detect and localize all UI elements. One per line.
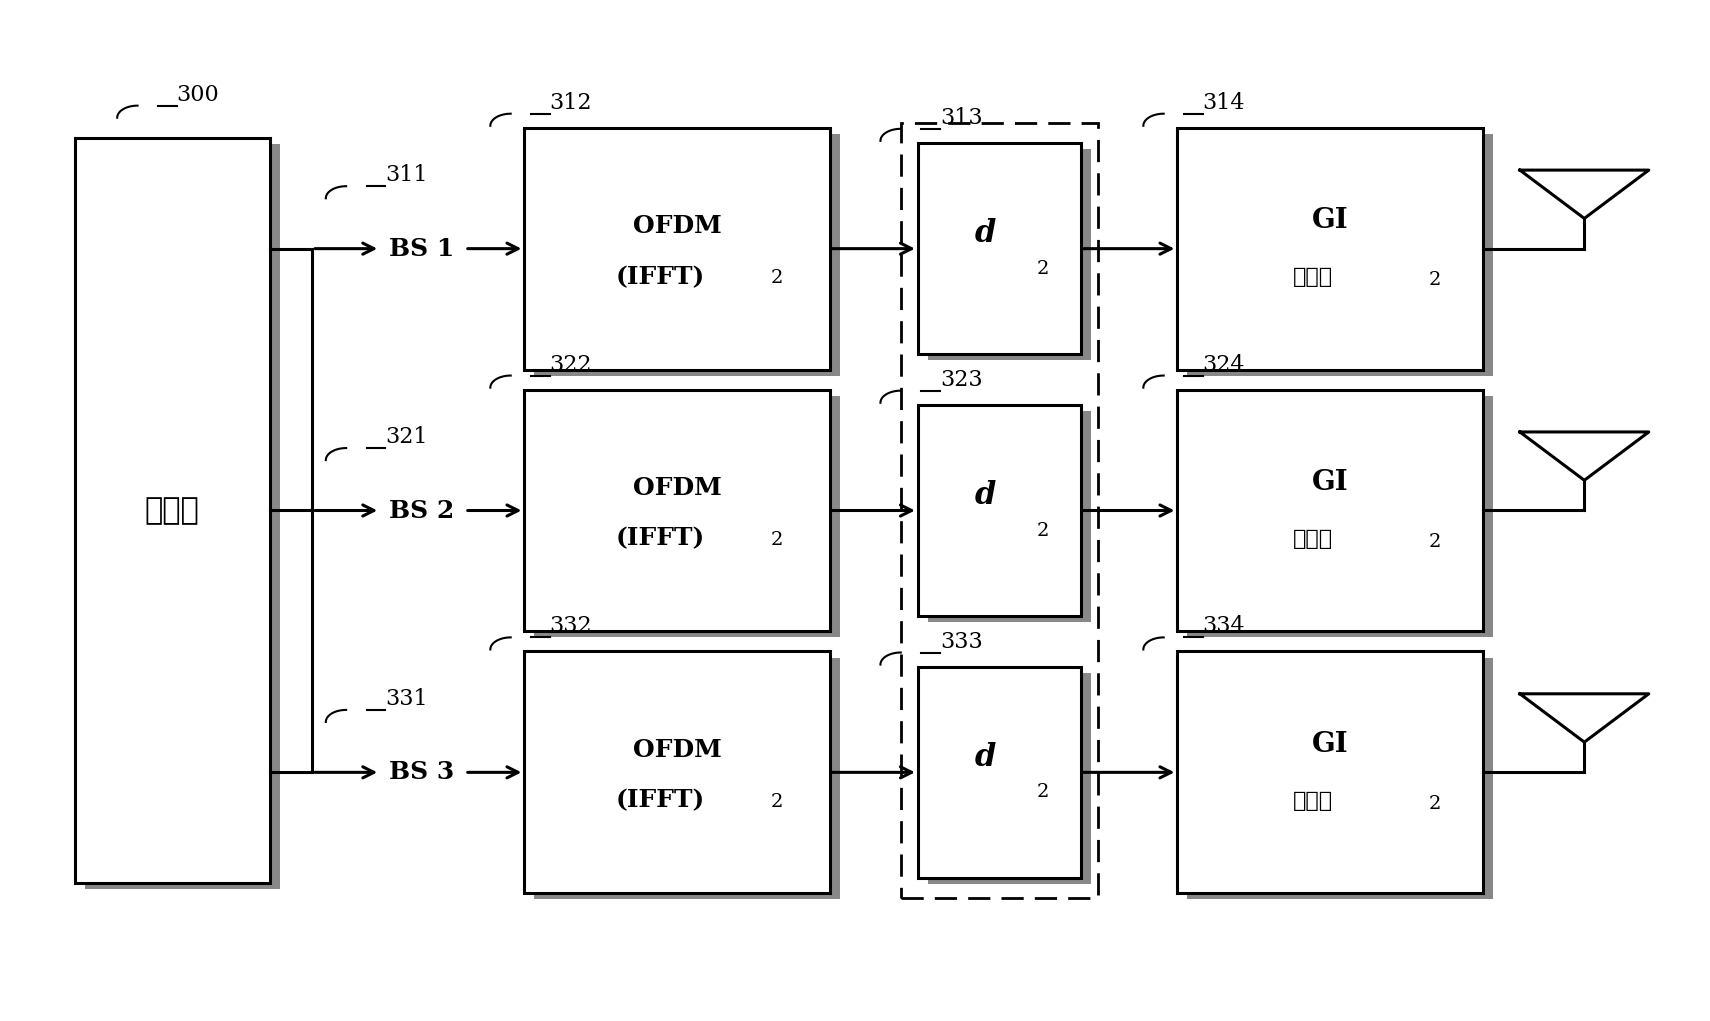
Bar <box>929 149 1091 360</box>
Bar <box>918 667 1081 878</box>
Bar <box>525 390 829 631</box>
Bar <box>1176 390 1483 631</box>
Text: 334: 334 <box>1202 616 1245 637</box>
Bar <box>75 138 270 883</box>
Text: 331: 331 <box>385 688 428 710</box>
Bar <box>86 144 280 889</box>
Bar <box>535 658 840 900</box>
Bar <box>1187 396 1493 637</box>
Text: 323: 323 <box>941 369 983 391</box>
Text: GI: GI <box>1312 731 1347 758</box>
Bar <box>1187 658 1493 900</box>
Text: d: d <box>975 218 997 249</box>
Bar <box>1176 651 1483 893</box>
Bar <box>929 410 1091 622</box>
Text: 333: 333 <box>941 631 983 652</box>
Bar <box>525 651 829 893</box>
Text: 2: 2 <box>770 531 783 548</box>
Text: OFDM: OFDM <box>633 738 722 763</box>
Text: 300: 300 <box>176 84 219 105</box>
Text: 数据流: 数据流 <box>145 496 200 525</box>
Text: 324: 324 <box>1202 353 1245 376</box>
Bar <box>901 123 1098 898</box>
Text: (IFFT): (IFFT) <box>616 264 705 289</box>
Text: 313: 313 <box>941 107 983 129</box>
Text: d: d <box>975 741 997 773</box>
Text: 2: 2 <box>1428 794 1440 813</box>
Text: 2: 2 <box>770 792 783 811</box>
Bar <box>929 673 1091 884</box>
Bar <box>918 143 1081 354</box>
Bar <box>535 134 840 376</box>
Text: 311: 311 <box>385 164 428 186</box>
Text: GI: GI <box>1312 207 1347 234</box>
Text: GI: GI <box>1312 469 1347 496</box>
Text: OFDM: OFDM <box>633 477 722 500</box>
Bar <box>1187 134 1493 376</box>
Text: 332: 332 <box>549 616 592 637</box>
Text: 321: 321 <box>385 426 428 448</box>
Text: 插入器: 插入器 <box>1293 266 1334 287</box>
Text: 314: 314 <box>1202 92 1245 113</box>
Bar <box>535 396 840 637</box>
Text: BS 1: BS 1 <box>388 237 453 260</box>
Text: 2: 2 <box>1036 783 1048 801</box>
Bar <box>918 404 1081 617</box>
Text: (IFFT): (IFFT) <box>616 788 705 813</box>
Text: 插入器: 插入器 <box>1293 790 1334 811</box>
Text: 312: 312 <box>549 92 592 113</box>
Bar <box>525 128 829 370</box>
Text: BS 2: BS 2 <box>388 498 453 523</box>
Text: 2: 2 <box>770 269 783 287</box>
Text: d: d <box>975 480 997 510</box>
Text: BS 3: BS 3 <box>388 761 453 784</box>
Text: 2: 2 <box>1428 533 1440 550</box>
Text: 2: 2 <box>1036 259 1048 278</box>
Text: OFDM: OFDM <box>633 214 722 239</box>
Text: 插入器: 插入器 <box>1293 529 1334 548</box>
Text: 2: 2 <box>1428 271 1440 289</box>
Bar <box>1176 128 1483 370</box>
Text: (IFFT): (IFFT) <box>616 527 705 550</box>
Text: 322: 322 <box>549 353 592 376</box>
Text: 2: 2 <box>1036 522 1048 540</box>
